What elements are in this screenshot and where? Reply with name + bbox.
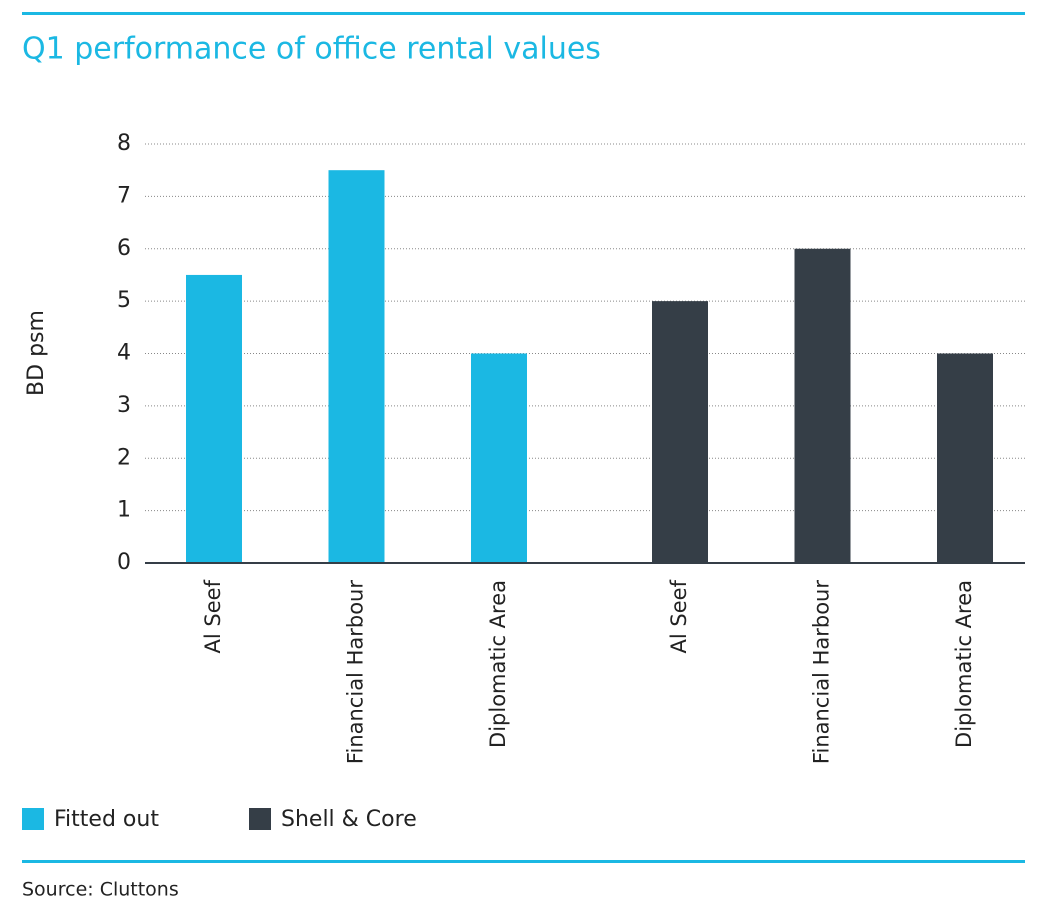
bar <box>328 170 385 563</box>
bottom-rule <box>22 860 1025 863</box>
y-tick-label: 7 <box>117 183 131 208</box>
y-tick-label: 4 <box>117 341 131 366</box>
y-tick-label: 5 <box>117 288 131 313</box>
y-tick-label: 2 <box>117 445 131 470</box>
legend-label: Fitted out <box>54 807 159 832</box>
legend-swatch <box>249 808 271 830</box>
y-tick-label: 6 <box>117 236 131 261</box>
chart-title: Q1 performance of office rental values <box>22 32 601 67</box>
legend-swatch <box>22 808 44 830</box>
bar <box>794 248 851 563</box>
y-tick-label: 1 <box>117 498 131 523</box>
source: Source: Cluttons <box>22 879 179 901</box>
top-rule <box>22 12 1025 15</box>
y-tick-label: 3 <box>117 393 131 418</box>
bar <box>471 353 527 563</box>
y-tick-label: 8 <box>117 131 131 156</box>
x-tick-label: Financial Harbour <box>810 580 834 764</box>
y-tick-label: 0 <box>117 550 131 575</box>
x-tick-label: Diplomatic Area <box>952 580 976 748</box>
x-tick-label: Diplomatic Area <box>486 580 510 748</box>
x-tick-label: Al Seef <box>667 579 691 653</box>
bar <box>652 301 708 563</box>
x-tick-label: Al Seef <box>201 579 225 653</box>
bar <box>937 353 993 563</box>
bar <box>186 274 242 563</box>
y-axis-label: BD psm <box>24 310 49 396</box>
x-tick-label: Financial Harbour <box>344 580 368 764</box>
legend-label: Shell & Core <box>281 807 417 832</box>
